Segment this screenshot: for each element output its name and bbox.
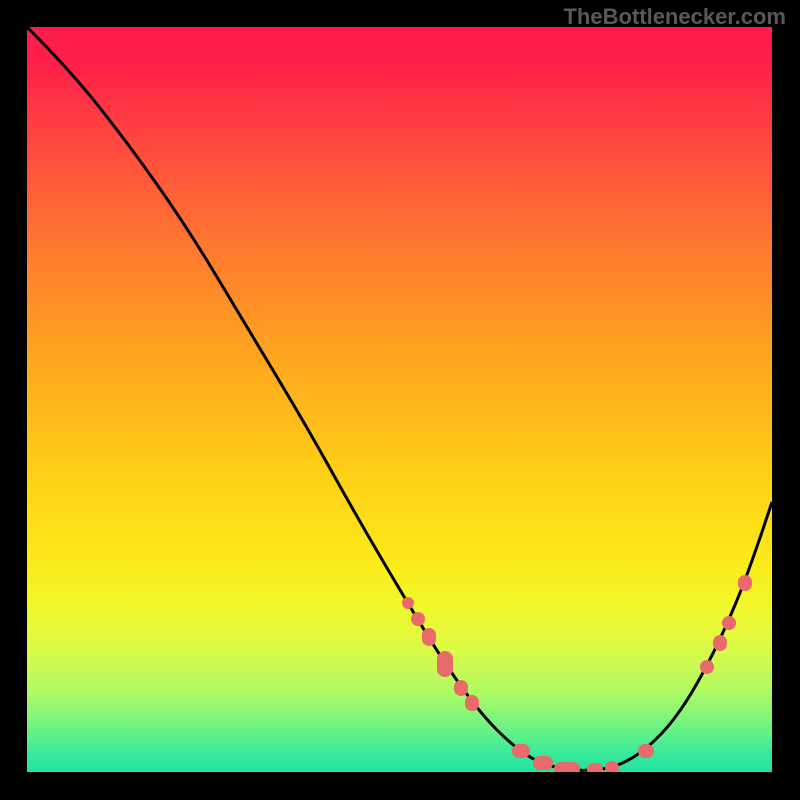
curve-marker — [554, 762, 580, 772]
curve-marker — [638, 744, 654, 758]
curve-marker — [402, 597, 414, 609]
curve-marker — [437, 651, 453, 677]
root: TheBottlenecker.com — [0, 0, 800, 800]
plot-area — [27, 27, 772, 772]
curve-marker — [722, 616, 736, 630]
curve-marker — [465, 695, 479, 711]
curve-marker — [700, 660, 714, 674]
watermark-text: TheBottlenecker.com — [563, 4, 786, 30]
curve-marker — [512, 744, 530, 758]
curve-marker — [411, 612, 425, 626]
curve-marker — [713, 635, 727, 651]
curve-marker — [422, 628, 436, 646]
curve-layer — [27, 27, 772, 772]
curve-marker — [605, 761, 619, 772]
curve-marker — [533, 756, 553, 770]
bottleneck-curve — [27, 27, 772, 770]
curve-marker — [587, 763, 603, 772]
curve-marker — [738, 575, 752, 591]
curve-marker — [454, 680, 468, 696]
curve-markers — [402, 575, 752, 772]
